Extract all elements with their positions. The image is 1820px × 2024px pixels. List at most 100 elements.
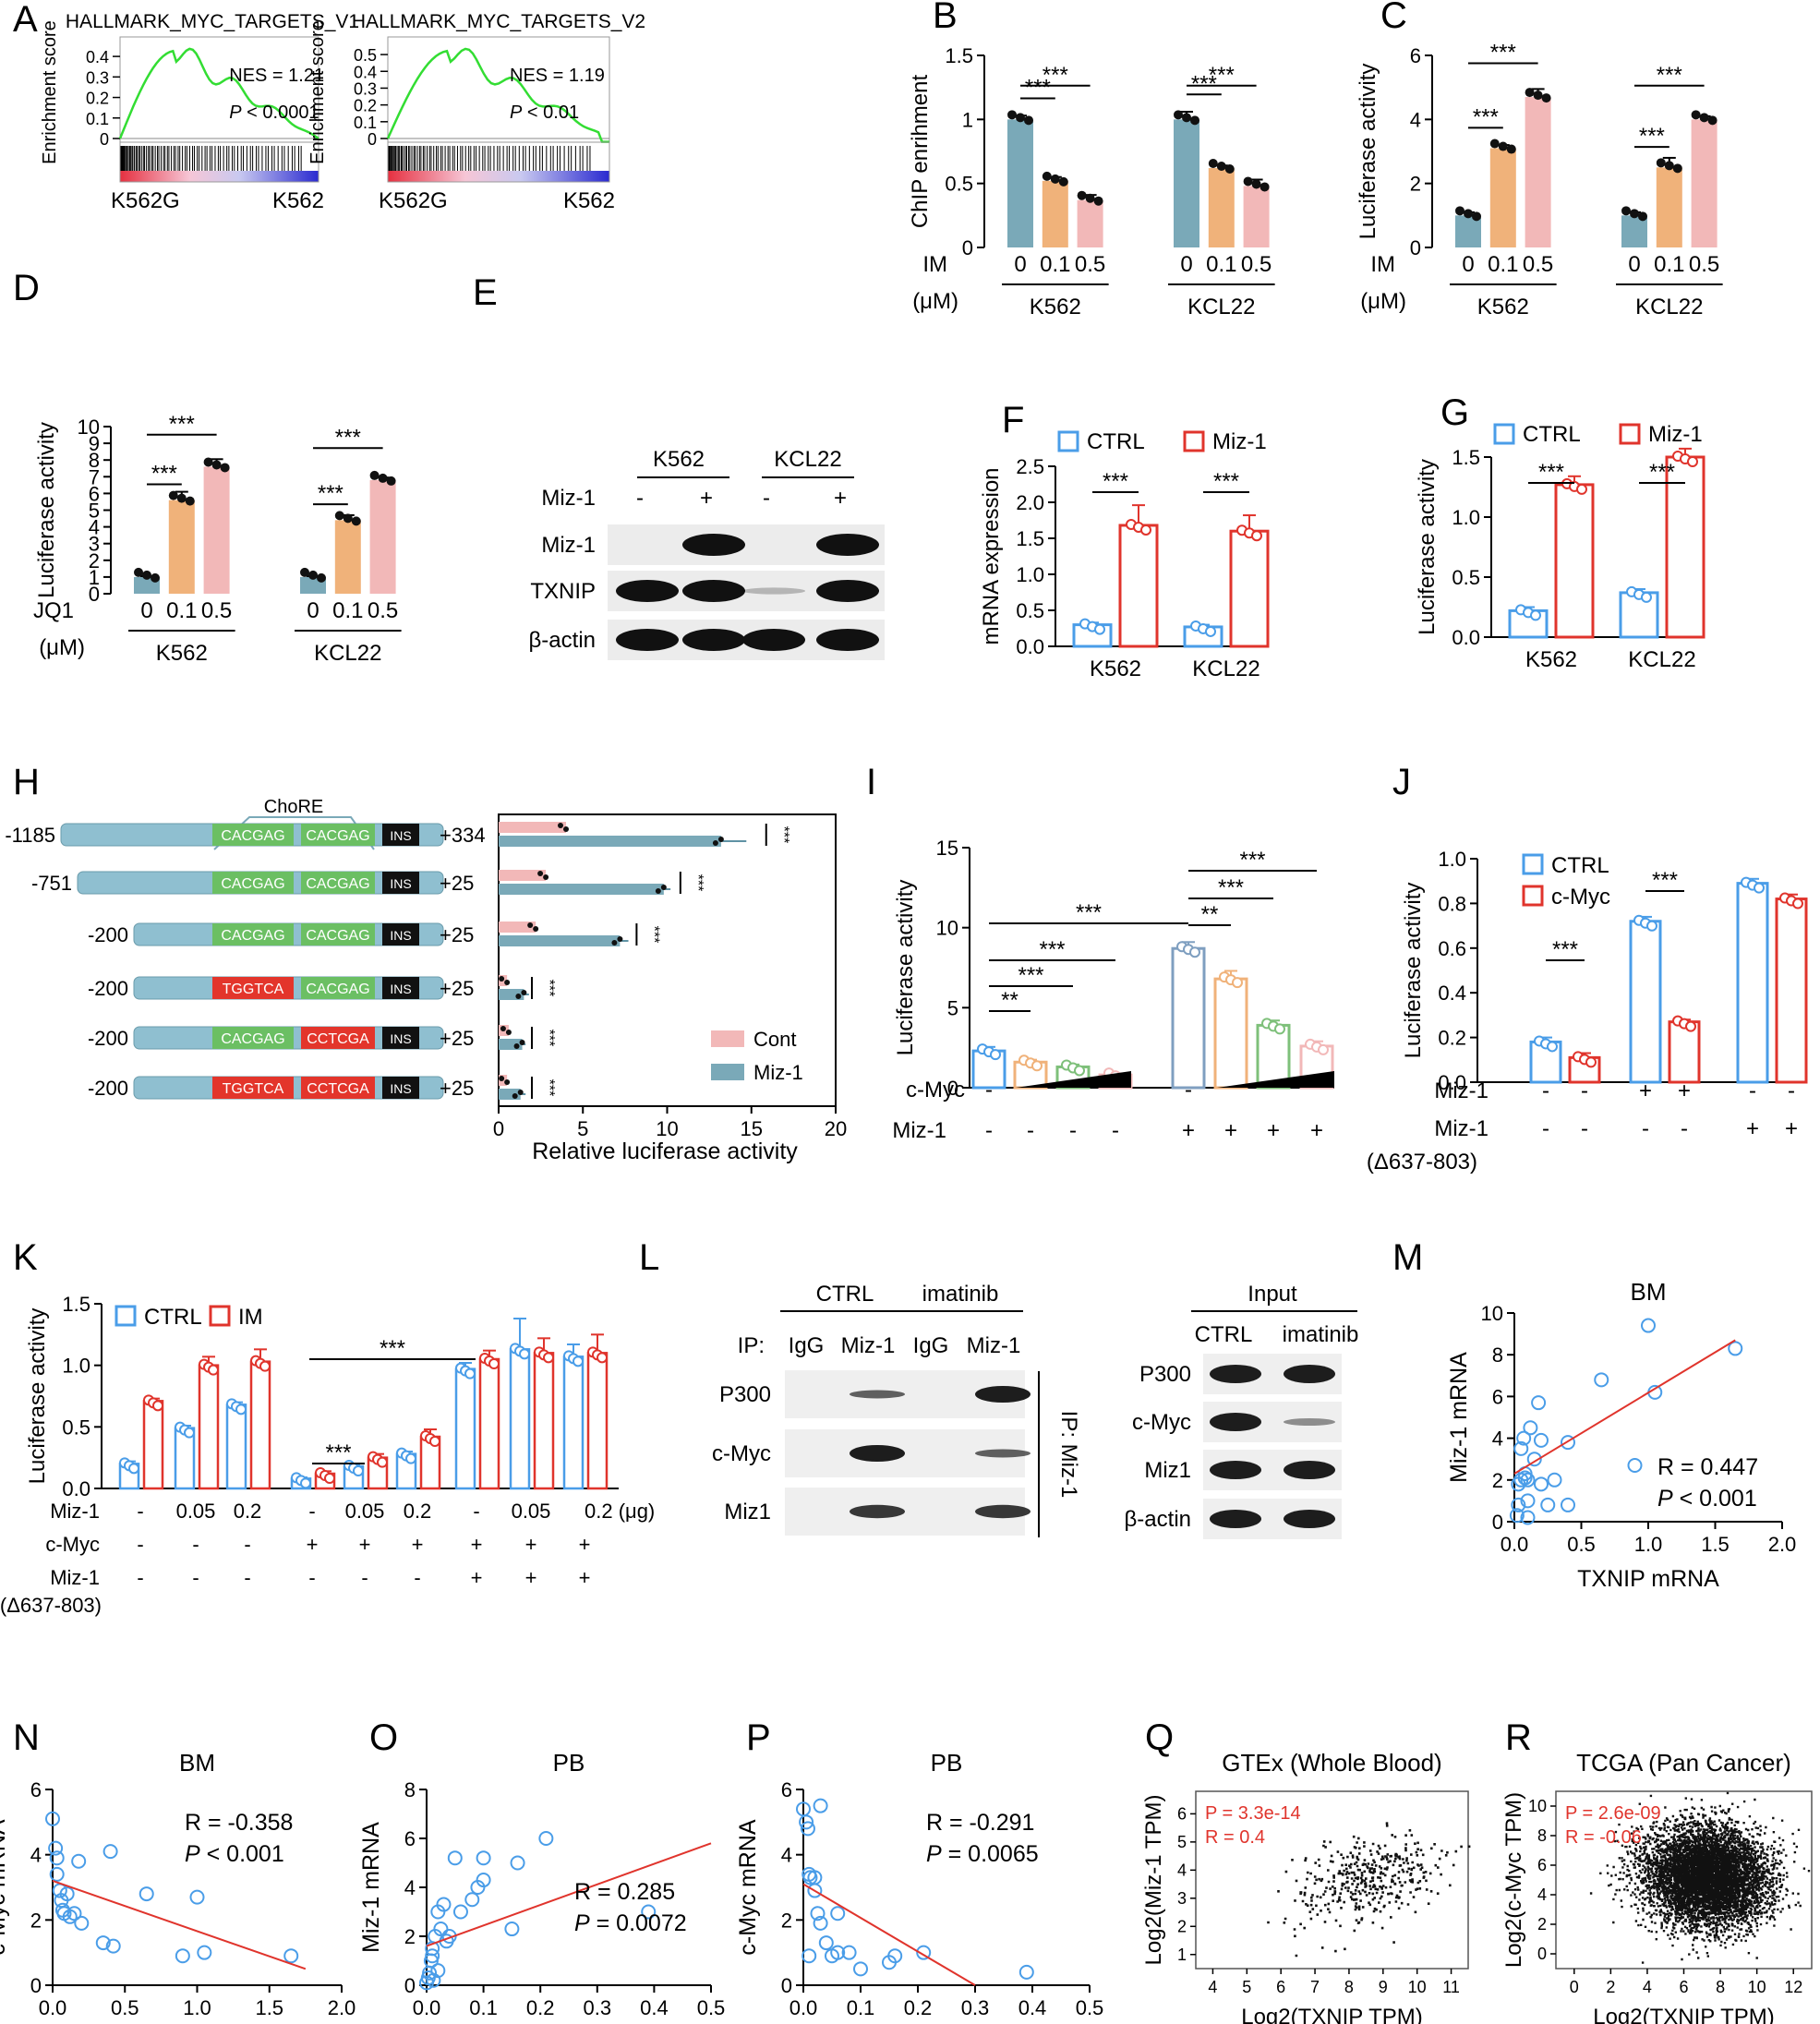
group-label: KCL22 [1628, 647, 1695, 672]
y-axis-title-A: Enrichment score [307, 20, 328, 164]
lane-sign: + [700, 486, 713, 511]
legend-swatch-im [209, 1305, 231, 1327]
bar-H-miz1 [499, 836, 721, 847]
blot-band [742, 629, 805, 651]
bar-K-1-IM [198, 1364, 220, 1490]
x-tick-label: 0 [1570, 1978, 1579, 1996]
y-tick-label: 0.5 [1452, 566, 1480, 589]
y-tick-label: 4 [1410, 108, 1421, 131]
replicate-dot [1754, 882, 1765, 894]
dose-label: 0 [1628, 252, 1640, 277]
y-tick-label: 7 [89, 465, 100, 488]
replicate-dot [597, 1352, 608, 1364]
bar-H-miz1 [499, 935, 621, 946]
replicate-dot [1190, 115, 1199, 126]
y-tick-label: 0.8 [1438, 892, 1466, 915]
bar-B-K562-0 [1007, 119, 1033, 247]
y-axis-title-D: Luciferase activity [34, 422, 59, 598]
data-point [1520, 1493, 1536, 1509]
miz1-mut-sign: - [137, 1566, 143, 1589]
data-point [1516, 1430, 1532, 1446]
treatment-label: IM [1370, 252, 1395, 277]
y-tick-label: 1.0 [1016, 563, 1044, 586]
construct-start: -200 [88, 1077, 128, 1100]
data-point [464, 1892, 480, 1908]
x-tick-label: 6 [1679, 1978, 1688, 1996]
right-phenotype: K562 [563, 188, 615, 213]
p-value: = 0.0065 [942, 1841, 1039, 1867]
significance-label: *** [1213, 469, 1239, 494]
replicate-dot [1182, 113, 1191, 123]
significance-label: *** [1025, 75, 1051, 100]
y-tick-label: 0.3 [86, 68, 109, 87]
replicate-dot [573, 1355, 584, 1367]
replicate-dot [563, 826, 569, 832]
data-point [813, 1798, 828, 1813]
replicate-dot [660, 885, 667, 890]
x-axis-title-H: Relative luciferase activity [532, 1138, 798, 1164]
p-symbol: P [574, 1910, 590, 1936]
y-tick-label: 2 [1492, 1469, 1503, 1492]
y-tick-label: 2 [1177, 1917, 1187, 1935]
chore-box-2 [301, 872, 375, 894]
replicate-dot [1216, 162, 1226, 172]
chore-box-2-text: CACGAG [306, 928, 369, 944]
replicate-dot [208, 1364, 219, 1376]
replicate-dot [142, 570, 151, 580]
x-tick-label: 1.5 [1701, 1533, 1730, 1556]
data-point [66, 1906, 82, 1922]
x-axis-title-Q: Log2(TXNIP TPM) [1241, 2005, 1423, 2024]
y-tick-label: 0.0 [1438, 1071, 1466, 1094]
y-tick-label: 4 [781, 1844, 792, 1867]
replicate-dot [1058, 176, 1068, 187]
cmyc-sign: + [307, 1533, 319, 1556]
x-tick-label: 0.0 [789, 1996, 818, 2019]
miz1-mut-sign: + [471, 1566, 483, 1589]
legend-swatch-ctrl [1057, 430, 1079, 452]
panel-letter-G: G [1440, 392, 1469, 433]
dose-label: 0 [140, 598, 152, 623]
blot-band [1210, 1413, 1261, 1431]
x-tick-label: 0.2 [904, 1996, 933, 2019]
legend-swatch-ctrl [115, 1305, 137, 1327]
chore-box-1-text: TGGTCA [223, 1081, 284, 1097]
significance-label: *** [541, 1030, 557, 1047]
replicate-dot [1672, 163, 1682, 174]
miz1-mut-row-label: Miz-1 [50, 1566, 100, 1589]
cmyc-sign: + [579, 1533, 591, 1556]
y-tick-label: 0.4 [1438, 982, 1466, 1005]
replicate-dot [168, 490, 178, 500]
y-axis-title-N: c-Myc mRNA [0, 1819, 10, 1956]
data-point [1526, 1452, 1542, 1467]
replicate-dot [1251, 530, 1262, 542]
replicate-dot [211, 460, 222, 470]
replicate-dot [500, 1026, 506, 1031]
bar-D-KCL22-0.5 [369, 479, 396, 594]
bar-J-1-c-Myc [1668, 1020, 1701, 1084]
panel-letter-C: C [1380, 0, 1407, 36]
bar-H-miz1 [499, 1089, 521, 1100]
data-point [95, 1935, 111, 1951]
miz1-mut-suffix: (Δ637-803) [1367, 1150, 1477, 1175]
y-tick-label: 1.0 [1452, 506, 1480, 529]
y-axis-title-F: mRNA expression [979, 467, 1004, 645]
y-tick-label: 6 [1410, 44, 1421, 67]
data-point [175, 1948, 190, 1964]
replicate-dot [1472, 211, 1481, 222]
dose-label: 0.5 [1241, 252, 1272, 277]
replicate-dot [176, 493, 187, 503]
panel-letter-F: F [1002, 400, 1024, 440]
data-point [1509, 1508, 1525, 1524]
miz1-mut-sign: - [308, 1566, 315, 1589]
p-symbol: P [229, 102, 242, 123]
miz1-mut-sign: + [525, 1566, 537, 1589]
panel-letter-Q: Q [1145, 1717, 1174, 1758]
significance-label: *** [1657, 63, 1682, 88]
replicate-dot [259, 1360, 271, 1372]
plot-frame-Q [1195, 1790, 1469, 1970]
construct-end: +25 [440, 1077, 474, 1100]
replicate-dot [1042, 171, 1052, 181]
scatter-points-Q [1267, 1822, 1471, 1958]
replicate-dot [1174, 110, 1183, 120]
replicate-dot [512, 1093, 518, 1099]
